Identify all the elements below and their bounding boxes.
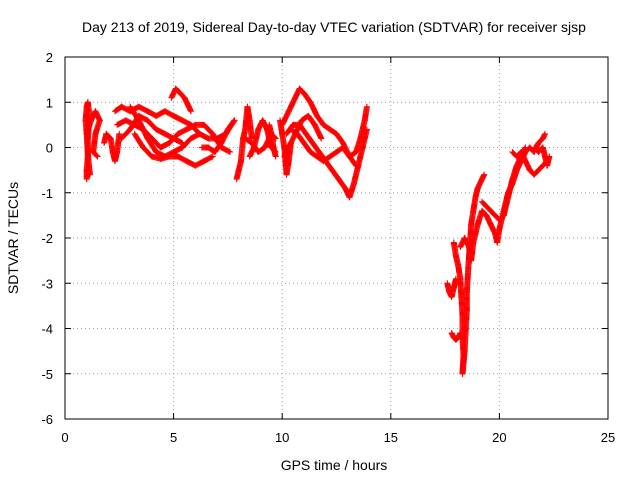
data-point — [542, 130, 549, 137]
data-point — [209, 153, 216, 160]
y-tick-label: -6 — [41, 412, 53, 427]
data-point — [481, 171, 488, 178]
y-axis-label: SDTVAR / TECUs — [5, 182, 21, 294]
axis-ticks: 0 5 10 15 20 25 -6 -5 -4 -3 -2 -1 0 1 2 — [41, 50, 615, 445]
x-tick-label: 15 — [384, 430, 398, 445]
y-tick-label: 1 — [46, 95, 53, 110]
data-point — [178, 139, 185, 146]
y-tick-label: -5 — [41, 367, 53, 382]
data-point — [522, 144, 529, 151]
x-tick-label: 20 — [492, 430, 506, 445]
y-tick-label: 0 — [46, 141, 53, 156]
series-points — [82, 85, 553, 377]
data-point — [226, 148, 233, 155]
data-point — [353, 162, 360, 169]
data-point — [187, 108, 194, 115]
data-point — [272, 153, 279, 160]
x-tick-label: 25 — [601, 430, 615, 445]
data-point — [86, 171, 93, 178]
data-point — [93, 152, 100, 159]
data-point — [352, 161, 359, 168]
y-tick-label: -3 — [41, 276, 53, 291]
data-point — [318, 135, 325, 142]
x-axis-label: GPS time / hours — [281, 457, 388, 473]
x-tick-label: 10 — [275, 430, 289, 445]
x-tick-label: 5 — [170, 430, 177, 445]
data-point — [195, 131, 202, 138]
data-point — [116, 130, 123, 137]
data-point — [363, 126, 370, 133]
data-point — [546, 153, 553, 160]
data-point — [179, 139, 186, 146]
data-series — [82, 85, 553, 377]
data-point — [208, 154, 215, 161]
chart-title: Day 213 of 2019, Sidereal Day-to-day VTE… — [82, 19, 586, 35]
y-tick-label: 2 — [46, 50, 53, 65]
data-point — [94, 153, 101, 160]
data-point — [363, 103, 370, 110]
data-point — [196, 130, 203, 137]
y-tick-label: -4 — [41, 322, 53, 337]
x-tick-label: 0 — [61, 430, 68, 445]
y-tick-label: -1 — [41, 186, 53, 201]
y-tick-label: -2 — [41, 231, 53, 246]
data-point — [227, 149, 234, 156]
data-point — [230, 118, 237, 125]
data-point — [231, 117, 238, 124]
